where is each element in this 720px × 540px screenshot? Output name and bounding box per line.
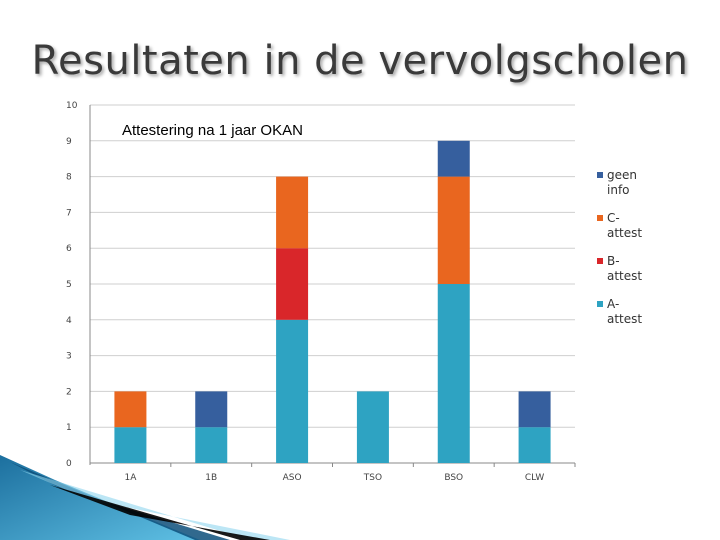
bar-segment-a-attest — [518, 427, 551, 463]
y-tick-label: 10 — [66, 101, 78, 111]
bar-segment-geen-info — [195, 391, 228, 428]
x-tick-label: 1B — [205, 473, 217, 483]
bar-segment-a-attest — [114, 427, 147, 463]
y-tick-label: 2 — [66, 387, 72, 397]
legend-swatch — [597, 301, 603, 307]
legend-label: B-attest — [607, 254, 642, 283]
legend-swatch — [597, 258, 603, 264]
chart-title: Attestering na 1 jaar OKAN — [122, 122, 303, 139]
y-tick-label: 1 — [66, 423, 72, 433]
legend-label: geen info — [607, 168, 637, 197]
y-tick-label: 4 — [66, 316, 72, 326]
bar-segment-a-attest — [356, 391, 389, 463]
bar-segment-b-attest — [276, 248, 309, 320]
slide-title: Resultaten in de vervolgscholen — [31, 38, 689, 84]
y-tick-label: 0 — [66, 459, 72, 469]
y-tick-label: 6 — [66, 244, 72, 254]
y-tick-label: 7 — [66, 208, 72, 218]
legend-label: C-attest — [607, 211, 642, 240]
y-tick-label: 3 — [66, 352, 72, 362]
y-tick-label: 5 — [66, 280, 72, 290]
x-tick-label: BSO — [444, 473, 463, 483]
legend-swatch — [597, 215, 603, 221]
x-tick-label: CLW — [525, 473, 544, 483]
bar-segment-a-attest — [437, 284, 470, 463]
bar-segment-c-attest — [276, 176, 309, 249]
corner-decoration — [0, 455, 290, 540]
x-tick-label: ASO — [283, 473, 302, 483]
bar-segment-a-attest — [195, 427, 228, 463]
x-tick-label: 1A — [124, 473, 137, 483]
bar-segment-a-attest — [276, 319, 309, 463]
bar-segment-c-attest — [114, 391, 147, 428]
legend-label: A-attest — [607, 297, 642, 326]
bar-segment-geen-info — [437, 140, 470, 177]
x-tick-label: TSO — [363, 473, 382, 483]
y-tick-label: 8 — [66, 173, 72, 183]
bar-segment-geen-info — [518, 391, 551, 428]
y-tick-label: 9 — [66, 137, 72, 147]
bar-segment-c-attest — [437, 176, 470, 284]
legend-swatch — [597, 172, 603, 178]
